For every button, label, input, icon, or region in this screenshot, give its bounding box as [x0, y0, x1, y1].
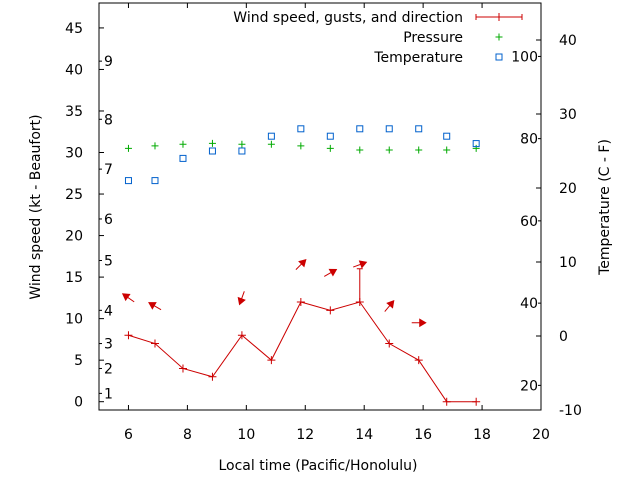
- wind-speed-point: [178, 364, 187, 373]
- y-tick-label: 5: [74, 353, 83, 369]
- wind-speed-point: [326, 306, 335, 315]
- wind-speed-point: [414, 356, 423, 365]
- wind-speed-point: [150, 339, 159, 348]
- pressure-point: [385, 146, 393, 154]
- temperature-point: [326, 132, 334, 140]
- wind-direction-arrow: [353, 260, 368, 269]
- y2-tick-label: 30: [559, 107, 577, 123]
- temperature-point: [297, 125, 305, 133]
- y2-tick-label: 0: [559, 329, 568, 345]
- wind-speed-point: [124, 331, 133, 340]
- y-tick-label: 45: [65, 21, 83, 37]
- y2-tick-label: -10: [559, 403, 582, 419]
- x-tick-label: 20: [532, 427, 550, 443]
- y-tick-label: 40: [65, 62, 83, 78]
- beaufort-label: 7: [104, 162, 113, 178]
- y-tick-label: 15: [65, 270, 83, 286]
- temperature-point: [356, 125, 364, 133]
- fahrenheit-label: 60: [520, 214, 538, 230]
- pressure-point: [151, 142, 159, 150]
- wind-speed-point: [208, 372, 217, 381]
- temperature-point: [415, 125, 423, 133]
- pressure-point: [238, 140, 246, 148]
- wind-speed-point: [267, 356, 276, 365]
- fahrenheit-label: 100: [511, 49, 538, 65]
- x-axis-label: Local time (Pacific/Honolulu): [218, 458, 417, 474]
- wind-speed-point: [442, 397, 451, 406]
- y2-tick-label: 40: [559, 33, 577, 49]
- wind-speed-point: [385, 339, 394, 348]
- temperature-point: [124, 177, 132, 185]
- pressure-point: [415, 146, 423, 154]
- wind-direction-arrow: [411, 318, 427, 328]
- fahrenheit-label: 20: [520, 378, 538, 394]
- fahrenheit-label: 40: [520, 296, 538, 312]
- y-tick-label: 10: [65, 312, 83, 328]
- x-tick-label: 6: [124, 427, 133, 443]
- legend-symbol-temperature: [495, 53, 503, 61]
- y2-tick-label: 10: [559, 255, 577, 271]
- temperature-point: [238, 147, 246, 155]
- wind-speed-point: [237, 331, 246, 340]
- pressure-point: [124, 144, 132, 152]
- wind-speed-point: [296, 298, 305, 307]
- temperature-point: [472, 140, 480, 148]
- y-tick-label: 35: [65, 104, 83, 120]
- beaufort-label: 6: [104, 212, 113, 228]
- temperature-point: [208, 147, 216, 155]
- temperature-point: [385, 125, 393, 133]
- y-axis-label: Wind speed (kt - Beaufort): [28, 114, 44, 299]
- x-tick-label: 16: [414, 427, 432, 443]
- x-tick-label: 18: [473, 427, 491, 443]
- y2-tick-label: 20: [559, 181, 577, 197]
- temperature-point: [151, 177, 159, 185]
- legend-symbol-pressure: [495, 33, 503, 41]
- legend-symbol-wind: [475, 13, 523, 21]
- wind-direction-arrow: [121, 293, 135, 303]
- wind-direction-arrow: [324, 268, 338, 277]
- pressure-point: [472, 144, 480, 152]
- beaufort-label: 8: [104, 112, 113, 128]
- y-tick-label: 0: [74, 395, 83, 411]
- fahrenheit-label: 80: [520, 132, 538, 148]
- beaufort-label: 1: [104, 386, 113, 402]
- beaufort-label: 2: [104, 361, 113, 377]
- temperature-point: [443, 132, 451, 140]
- pressure-point: [267, 140, 275, 148]
- pressure-point: [179, 140, 187, 148]
- wind-direction-arrow: [148, 302, 162, 311]
- temperature-point: [179, 154, 187, 162]
- y2-axis-label: Temperature (C - F): [597, 139, 613, 276]
- pressure-point: [208, 139, 216, 147]
- temperature-point: [267, 132, 275, 140]
- beaufort-label: 3: [104, 337, 113, 353]
- wind-direction-arrow: [384, 300, 395, 312]
- wind-direction-arrow: [237, 291, 246, 306]
- pressure-point: [356, 146, 364, 154]
- beaufort-label: 5: [104, 253, 113, 269]
- wind-gust-bar: [356, 268, 363, 303]
- x-tick-label: 8: [183, 427, 192, 443]
- plot-frame: [98, 2, 542, 411]
- wind-speed-point: [472, 397, 481, 406]
- y-tick-label: 20: [65, 229, 83, 245]
- beaufort-label: 4: [104, 303, 113, 319]
- legend: Wind speed, gusts, and direction Pressure…: [233, 10, 523, 66]
- beaufort-label: 9: [104, 54, 113, 70]
- pressure-point: [297, 142, 305, 150]
- wind-direction-arrow: [295, 258, 307, 270]
- y-tick-label: 25: [65, 187, 83, 203]
- pressure-point: [443, 146, 451, 154]
- legend-label-wind: Wind speed, gusts, and direction: [233, 10, 463, 26]
- wind-speed-line: [128, 301, 477, 403]
- y-tick-label: 30: [65, 146, 83, 162]
- pressure-point: [326, 144, 334, 152]
- x-tick-label: 10: [237, 427, 255, 443]
- x-tick-label: 12: [296, 427, 314, 443]
- legend-label-temperature: Temperature: [373, 50, 463, 66]
- legend-label-pressure: Pressure: [403, 30, 463, 46]
- x-tick-label: 14: [355, 427, 373, 443]
